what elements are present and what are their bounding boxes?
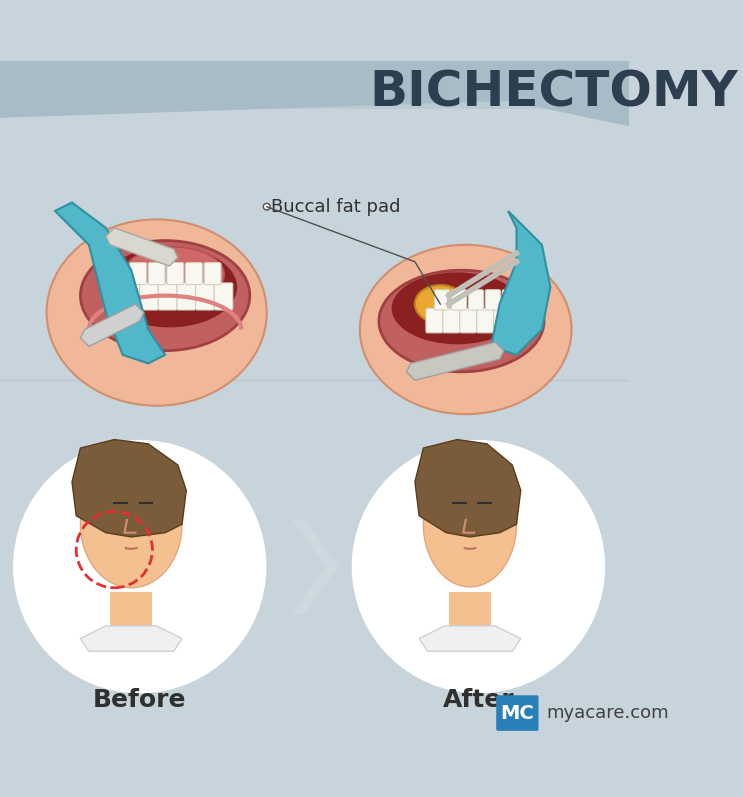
FancyBboxPatch shape	[510, 308, 528, 333]
Ellipse shape	[379, 270, 544, 372]
FancyBboxPatch shape	[121, 283, 140, 310]
Polygon shape	[419, 626, 521, 651]
FancyBboxPatch shape	[0, 61, 629, 186]
Text: BICHECTOMY: BICHECTOMY	[369, 69, 738, 116]
Ellipse shape	[47, 219, 267, 406]
Circle shape	[353, 442, 604, 692]
Ellipse shape	[80, 241, 250, 351]
Text: MC: MC	[501, 704, 534, 723]
Text: Before: Before	[93, 689, 186, 713]
FancyBboxPatch shape	[502, 289, 517, 310]
FancyBboxPatch shape	[485, 289, 501, 310]
FancyBboxPatch shape	[477, 308, 493, 333]
Polygon shape	[55, 202, 165, 363]
FancyBboxPatch shape	[167, 262, 184, 285]
Polygon shape	[80, 626, 182, 651]
FancyBboxPatch shape	[214, 283, 233, 310]
Polygon shape	[72, 440, 186, 537]
FancyBboxPatch shape	[195, 283, 214, 310]
Polygon shape	[491, 211, 551, 355]
FancyBboxPatch shape	[451, 289, 467, 310]
FancyBboxPatch shape	[426, 308, 443, 333]
Polygon shape	[415, 440, 521, 537]
FancyBboxPatch shape	[148, 262, 165, 285]
Text: myacare.com: myacare.com	[546, 704, 669, 722]
Polygon shape	[406, 342, 504, 380]
FancyBboxPatch shape	[460, 308, 477, 333]
Ellipse shape	[123, 247, 224, 302]
Text: After: After	[443, 689, 514, 713]
Ellipse shape	[80, 461, 182, 587]
Ellipse shape	[360, 245, 571, 414]
FancyBboxPatch shape	[158, 283, 177, 310]
Bar	[449, 592, 491, 643]
Polygon shape	[80, 304, 144, 347]
FancyBboxPatch shape	[496, 695, 539, 731]
FancyBboxPatch shape	[186, 262, 202, 285]
FancyBboxPatch shape	[204, 262, 221, 285]
Polygon shape	[292, 520, 339, 613]
FancyBboxPatch shape	[435, 289, 450, 310]
Polygon shape	[0, 61, 629, 126]
FancyBboxPatch shape	[129, 262, 146, 285]
Text: Buccal fat pad: Buccal fat pad	[271, 198, 400, 216]
Ellipse shape	[392, 273, 523, 344]
Polygon shape	[106, 228, 178, 266]
FancyBboxPatch shape	[177, 283, 195, 310]
FancyBboxPatch shape	[140, 283, 158, 310]
Circle shape	[263, 203, 270, 210]
Ellipse shape	[102, 247, 237, 328]
FancyBboxPatch shape	[443, 308, 460, 333]
Ellipse shape	[415, 285, 466, 323]
Circle shape	[14, 442, 265, 692]
FancyBboxPatch shape	[493, 308, 510, 333]
FancyBboxPatch shape	[468, 289, 484, 310]
Bar	[110, 592, 152, 643]
Ellipse shape	[424, 461, 516, 587]
